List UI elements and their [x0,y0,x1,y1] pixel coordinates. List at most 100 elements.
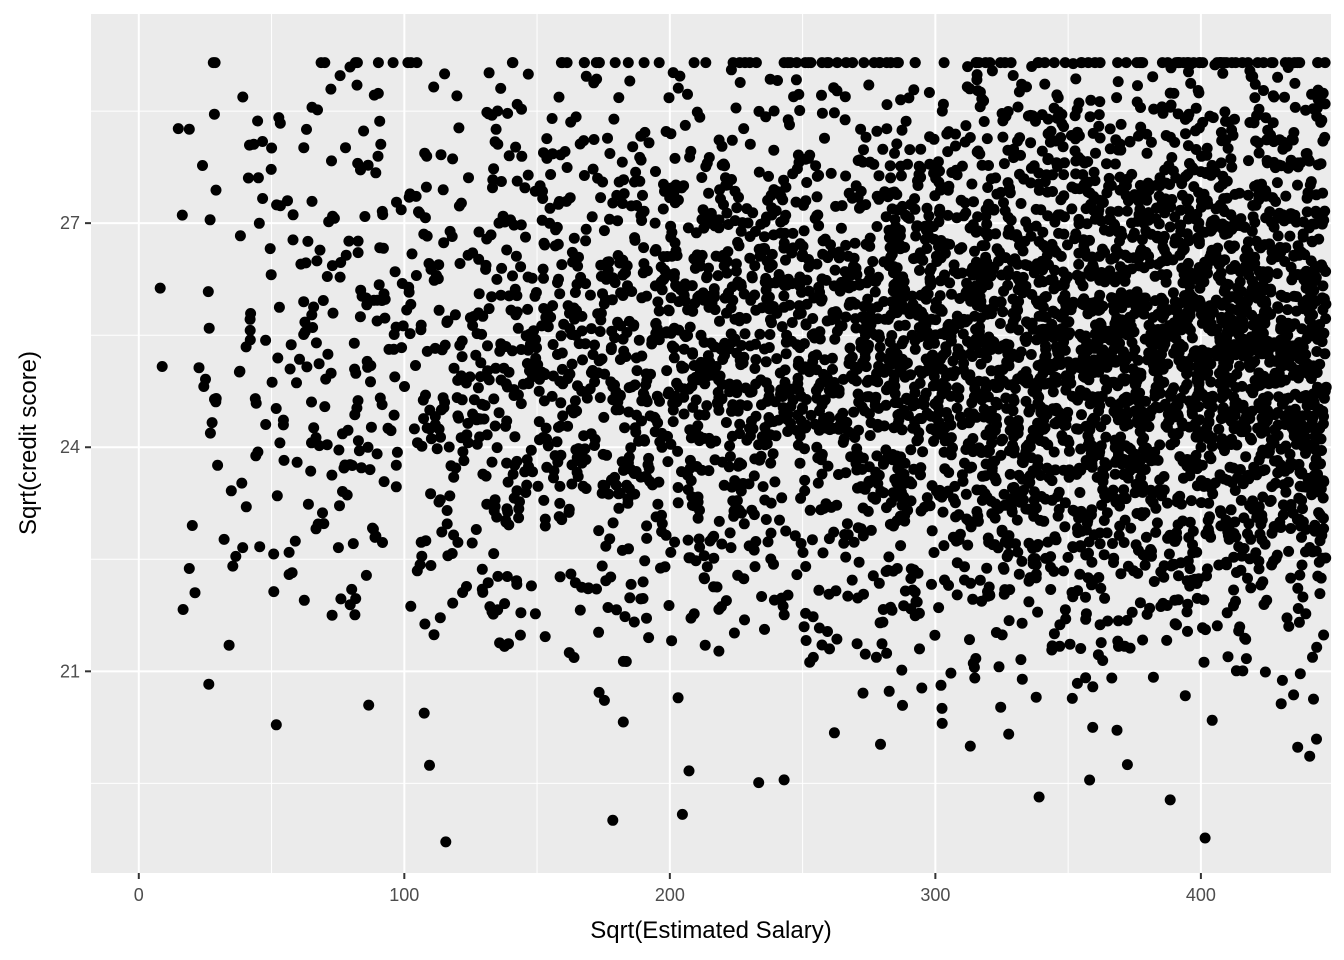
data-point [203,678,215,690]
data-point [723,461,735,473]
data-point [940,381,952,393]
data-point [252,115,264,127]
data-point [551,436,563,448]
data-point [1156,101,1168,113]
data-point [750,378,762,390]
data-point [1285,523,1297,534]
data-point [607,197,619,209]
data-point [1230,382,1242,393]
data-point [1143,421,1155,433]
data-point [197,160,208,171]
data-point [565,116,577,128]
data-point [646,334,658,346]
data-point [915,171,927,183]
data-point [1173,570,1184,582]
data-point [1246,383,1258,395]
data-point [1203,416,1215,428]
data-point [825,167,837,179]
data-point [981,562,993,574]
data-point [552,277,563,289]
data-point [1202,514,1214,526]
data-point [1297,591,1309,603]
data-point [317,507,328,519]
data-point [729,333,741,345]
data-point [383,343,395,355]
data-point [1097,655,1109,666]
data-point [691,106,703,118]
data-point [611,604,622,616]
data-point [785,400,797,412]
data-point [819,233,831,245]
data-point [1182,213,1194,225]
data-point [1002,279,1014,291]
data-point [699,573,710,585]
data-point [1237,350,1249,362]
data-point [701,272,713,284]
data-point [895,94,907,106]
data-point [1291,57,1303,69]
data-point [693,435,705,447]
data-point [519,466,531,478]
data-point [464,371,476,383]
data-point [1033,167,1045,179]
data-point [335,257,347,268]
data-point [1007,70,1019,81]
data-point [936,717,948,729]
data-point [1115,144,1127,156]
data-point [966,397,978,409]
data-point [914,365,926,377]
data-point [1058,190,1070,202]
data-point [484,601,496,613]
data-point [1304,750,1316,762]
data-point [462,249,474,261]
data-point [487,174,499,186]
data-point [865,319,877,330]
data-point [981,133,993,145]
data-point [660,529,672,541]
data-point [208,108,220,120]
data-point [690,555,702,567]
data-point [856,482,868,494]
data-point [490,362,502,374]
data-point [1007,379,1019,390]
data-point [981,491,993,503]
data-point [525,444,537,456]
data-point [1083,176,1094,188]
data-point [1093,120,1105,132]
data-point [732,460,744,472]
data-point [1065,130,1077,141]
data-point [869,375,881,386]
data-point [347,538,359,550]
data-point [1262,309,1274,321]
data-point [778,174,790,186]
data-point [845,269,857,281]
data-point [1012,101,1024,113]
data-point [414,559,426,571]
data-point [1249,374,1261,386]
data-point [864,309,876,321]
data-point [376,399,388,411]
data-point [893,476,905,488]
data-point [746,272,758,284]
data-point [354,311,366,323]
data-point [289,535,301,547]
data-point [593,686,605,698]
data-point [529,608,541,620]
data-point [502,107,514,119]
data-point [542,440,554,452]
data-point [1226,124,1238,136]
data-point [486,291,498,303]
data-point [1182,598,1194,610]
data-point [1226,372,1238,384]
data-point [566,329,578,340]
data-point [701,561,713,573]
data-point [721,207,733,219]
data-point [601,449,613,461]
data-point [734,57,746,69]
data-point [523,378,535,390]
data-point [537,432,549,443]
data-point [1059,211,1070,223]
data-point [1041,409,1053,420]
data-point [1156,348,1167,360]
data-point [1229,485,1241,496]
